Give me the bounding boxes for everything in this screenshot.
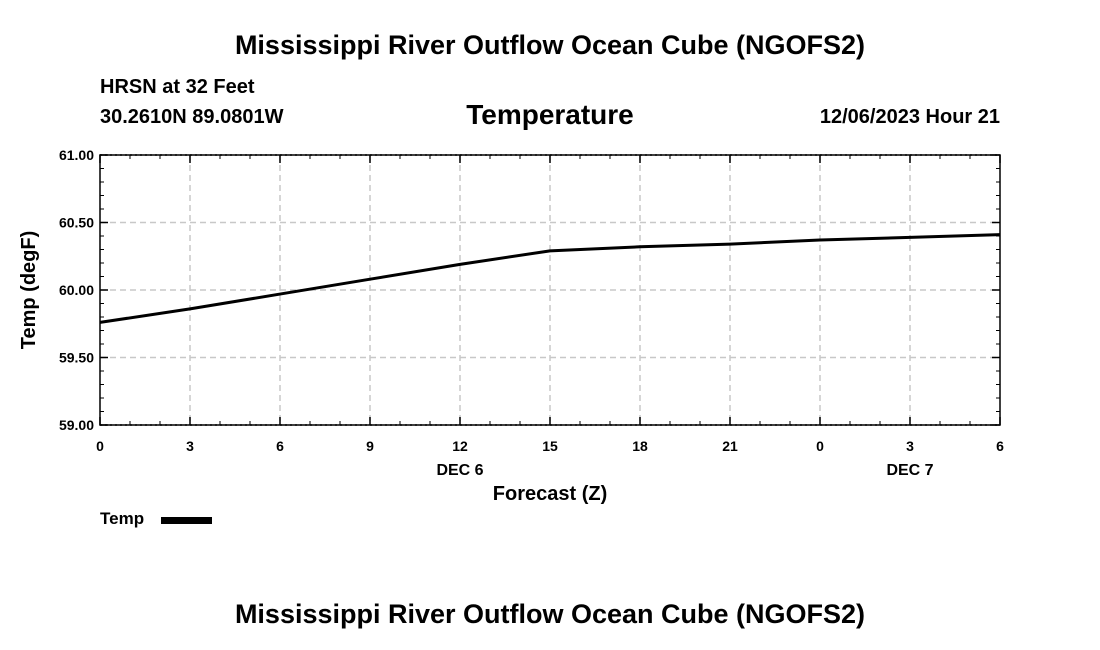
coordinates-label: 30.2610N 89.0801W [100, 106, 284, 128]
x-tick-label: 15 [542, 438, 558, 454]
plot-frame [99, 154, 1001, 426]
grid-layer [100, 155, 1000, 425]
series-line-temp [99, 233, 1001, 324]
x-tick-label: 21 [722, 438, 738, 454]
x-tick-label: 3 [186, 438, 194, 454]
x-axis-label: Forecast (Z) [493, 483, 607, 505]
x-tick-label: 0 [96, 438, 104, 454]
y-axis-label: Temp (degF) [18, 231, 40, 350]
x-tick-label: 6 [996, 438, 1004, 454]
y-tick-label: 59.00 [59, 417, 94, 433]
date-label: DEC 7 [886, 462, 933, 479]
x-tick-label: 3 [906, 438, 914, 454]
datetime-label: 12/06/2023 Hour 21 [819, 106, 1000, 128]
x-tick-label: 6 [276, 438, 284, 454]
x-tick-label: 0 [816, 438, 824, 454]
x-tick-label: 12 [452, 438, 468, 454]
series-layer [99, 233, 1001, 324]
y-tick-label: 59.50 [59, 350, 94, 366]
y-tick-label: 60.00 [59, 282, 94, 298]
x-tick-label: 18 [632, 438, 648, 454]
y-tick-label: 60.50 [59, 215, 94, 231]
label-layer: 0 3 6 9 12 15 18 21 0 3 6 59.00 59.50 60.00 60.50 61.00… [59, 147, 1004, 479]
x-tick-label: 9 [366, 438, 374, 454]
page-title: Mississippi River Outflow Ocean Cube (NG… [234, 30, 866, 60]
station-label: HRSN at 32 Feet [100, 76, 255, 98]
legend-label: Temp [100, 509, 145, 528]
y-tick-label: 61.00 [59, 147, 94, 163]
chart-title: Temperature [466, 99, 634, 130]
legend-swatch [161, 517, 212, 524]
footer-title: Mississippi River Outflow Ocean Cube (NG… [234, 599, 866, 629]
date-label: DEC 6 [436, 462, 483, 479]
